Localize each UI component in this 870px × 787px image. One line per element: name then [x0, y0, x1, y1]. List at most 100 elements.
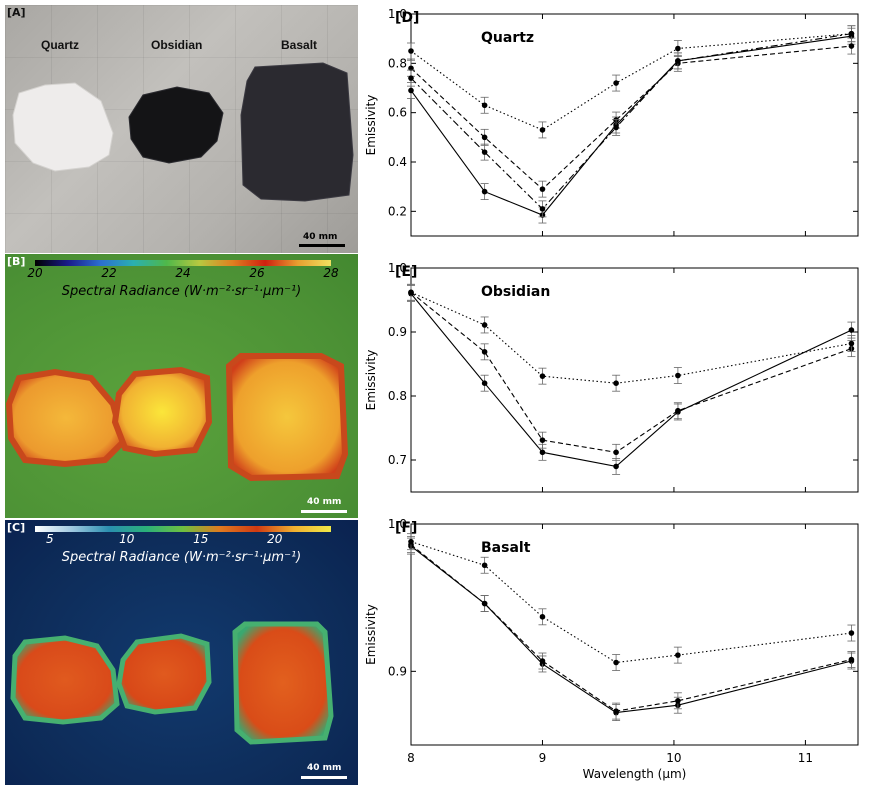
colorbar-tick: 20 — [27, 266, 43, 280]
data-point — [539, 373, 546, 379]
colorbar-tick: 28 — [323, 266, 339, 280]
y-tick-label: 0.8 — [388, 389, 407, 403]
data-point — [408, 48, 414, 54]
colorbar-tick: 22 — [101, 266, 117, 280]
data-point — [613, 659, 619, 666]
emissivity-charts: 0.20.40.60.81.0[D]QuartzEmissivity0.70.8… — [364, 7, 859, 781]
data-point — [675, 652, 681, 658]
y-tick-label: 0.6 — [388, 106, 407, 120]
panel-label: [F] — [395, 520, 417, 536]
data-point — [539, 206, 546, 212]
scale-label: 40 mm — [307, 497, 342, 507]
data-point — [481, 102, 488, 109]
data-point — [481, 349, 488, 355]
radiance-image-b: [B] 20 22 24 26 28 Spectral Radiance (W·… — [5, 254, 358, 518]
data-point — [613, 449, 619, 456]
y-tick-label: 0.8 — [388, 56, 407, 70]
y-tick-label: 1.0 — [388, 261, 407, 275]
y-axis-label: Emissivity — [364, 95, 378, 156]
chart-title: Basalt — [481, 540, 531, 556]
y-tick-label: 0.7 — [388, 453, 407, 467]
plot-frame — [410, 13, 859, 237]
data-point — [848, 327, 855, 333]
data-point — [613, 708, 619, 714]
scale-bar — [301, 776, 347, 779]
data-point — [539, 614, 546, 620]
panel-label: [D] — [395, 10, 419, 26]
series-line — [410, 33, 852, 131]
data-point — [408, 87, 414, 94]
data-point — [481, 188, 488, 195]
data-point — [848, 340, 855, 347]
rock-photos — [12, 62, 354, 202]
data-point — [481, 380, 488, 387]
data-point — [613, 80, 619, 86]
data-point — [539, 449, 546, 456]
thermal-blobs-c — [10, 621, 334, 745]
series-line — [410, 293, 852, 467]
data-point — [675, 372, 681, 379]
panel-label-a: [A] — [7, 6, 26, 19]
data-point — [613, 124, 619, 131]
thermal-blobs-b — [5, 353, 349, 482]
plot-frame — [410, 523, 859, 746]
data-point — [613, 380, 619, 387]
x-tick-label: 10 — [666, 751, 681, 765]
basalt-thermal — [225, 353, 349, 482]
data-point — [675, 58, 681, 64]
series-line — [410, 33, 852, 210]
data-point — [539, 127, 546, 133]
y-tick-label: 0.2 — [388, 204, 407, 218]
data-point — [848, 30, 855, 37]
data-point — [613, 463, 619, 470]
data-point — [481, 149, 488, 155]
data-point — [408, 538, 414, 545]
series-line — [410, 291, 852, 384]
data-point — [481, 322, 488, 328]
colorbar-tick: 5 — [45, 532, 54, 546]
colorbar-title-c: Spectral Radiance (W·m⁻²·sr⁻¹·μm⁻¹) — [61, 550, 302, 565]
y-tick-label: 0.4 — [388, 155, 407, 169]
y-tick-label: 1.0 — [388, 7, 407, 21]
data-point — [481, 600, 488, 607]
colorbar-ticks-b: 20 22 24 26 28 — [27, 266, 338, 282]
scale-bar — [299, 244, 345, 247]
y-tick-label: 0.9 — [388, 325, 407, 339]
data-point — [408, 65, 414, 72]
obsidian-thermal — [116, 633, 212, 715]
colorbar-c — [35, 526, 331, 532]
plot-frame — [410, 267, 859, 493]
scale-label: 40 mm — [307, 763, 342, 773]
colorbar-tick: 20 — [267, 532, 283, 546]
x-tick-label: 9 — [539, 751, 547, 765]
series-line — [410, 541, 852, 664]
rock-label-quartz: Quartz — [41, 38, 80, 52]
quartz-rock — [12, 82, 114, 172]
y-tick-label: 0.9 — [388, 664, 407, 678]
obsidian-thermal — [111, 366, 213, 458]
data-point — [408, 289, 414, 296]
data-point — [848, 43, 855, 49]
obsidian-rock — [128, 86, 224, 164]
rock-label-obsidian: Obsidian — [151, 38, 203, 52]
quartz-thermal — [10, 635, 120, 725]
data-point — [675, 698, 681, 704]
scale-bar — [301, 510, 347, 513]
data-point — [675, 407, 681, 414]
rock-label-basalt: Basalt — [281, 38, 318, 52]
data-point — [481, 562, 488, 569]
basalt-thermal — [232, 621, 334, 745]
x-tick-label: 8 — [407, 751, 415, 765]
colorbar-tick: 15 — [193, 532, 209, 546]
chart-title: Quartz — [481, 30, 534, 46]
data-point — [675, 45, 681, 52]
series-line — [410, 544, 852, 712]
y-axis-label: Emissivity — [364, 350, 378, 411]
series-line — [410, 45, 852, 190]
basalt-rock — [240, 62, 354, 202]
colorbar-tick: 10 — [119, 532, 135, 546]
colorbar-b — [35, 260, 331, 266]
panel-label-b: [B] — [7, 255, 26, 268]
colorbar-title-b: Spectral Radiance (W·m⁻²·sr⁻¹·μm⁻¹) — [61, 284, 302, 299]
series-line — [410, 545, 852, 714]
